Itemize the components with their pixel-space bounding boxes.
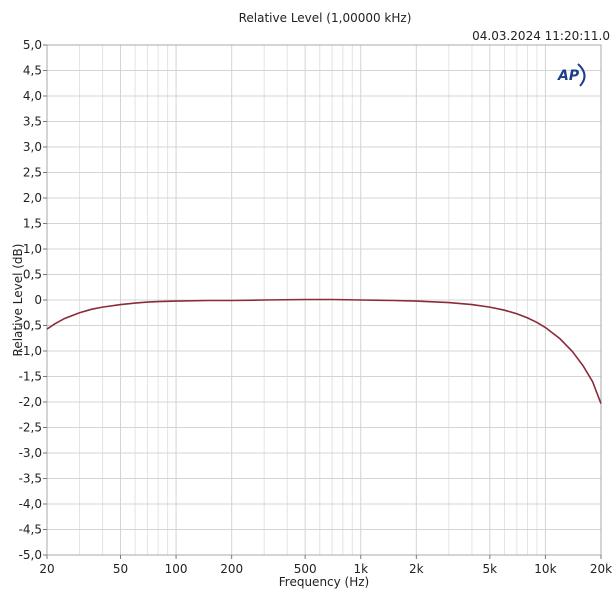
y-tick-label: -4,0 (19, 497, 42, 511)
x-axis-ticks: 20 50 100 200 500 1k 2k 5k 10k 20k (39, 555, 612, 576)
y-tick-label: -0,5 (19, 319, 42, 333)
y-tick-label: -1,5 (19, 370, 42, 384)
x-tick-label: 10k (534, 562, 556, 576)
x-tick-label: 5k (483, 562, 498, 576)
y-tick-label: -1,0 (19, 344, 42, 358)
y-tick-label: 4,5 (23, 64, 42, 78)
x-tick-label: 20 (39, 562, 54, 576)
ap-logo-text: AP (557, 68, 580, 84)
y-tick-label: 3,5 (23, 115, 42, 129)
x-tick-label: 2k (409, 562, 424, 576)
ap-logo: AP (557, 63, 586, 87)
x-tick-label: 100 (165, 562, 188, 576)
y-tick-label: -5,0 (19, 548, 42, 562)
x-tick-label: 500 (294, 562, 317, 576)
y-tick-label: -2,5 (19, 421, 42, 435)
y-tick-label: -4,5 (19, 523, 42, 537)
y-tick-label: 3,0 (23, 140, 42, 154)
y-tick-label: -2,0 (19, 395, 42, 409)
x-tick-label: 50 (113, 562, 128, 576)
chart-title: Relative Level (1,00000 kHz) (239, 11, 412, 25)
ap-logo-swoosh (577, 63, 586, 87)
y-tick-label: 1,0 (23, 242, 42, 256)
y-axis-label: Relative Level (dB) (11, 244, 25, 357)
x-tick-label: 1k (353, 562, 368, 576)
y-tick-label: 5,0 (23, 38, 42, 52)
y-axis-ticks: 5,0 4,5 4,0 3,5 3,0 2,5 2,0 1,5 1,0 0,5 0 -0,5 -1,0 -… (19, 38, 47, 562)
y-tick-label: 0,5 (23, 268, 42, 282)
y-tick-label: 0 (34, 293, 42, 307)
x-tick-label: 200 (220, 562, 243, 576)
chart-timestamp: 04.03.2024 11:20:11.0 (472, 29, 610, 43)
y-tick-label: 1,5 (23, 217, 42, 231)
y-tick-label: -3,0 (19, 446, 42, 460)
x-tick-label: 20k (590, 562, 612, 576)
series-line (46, 298, 602, 404)
y-tick-label: -3,5 (19, 472, 42, 486)
y-tick-label: 4,0 (23, 89, 42, 103)
y-tick-label: 2,0 (23, 191, 42, 205)
x-axis-label: Frequency (Hz) (279, 575, 370, 589)
y-tick-label: 2,5 (23, 166, 42, 180)
